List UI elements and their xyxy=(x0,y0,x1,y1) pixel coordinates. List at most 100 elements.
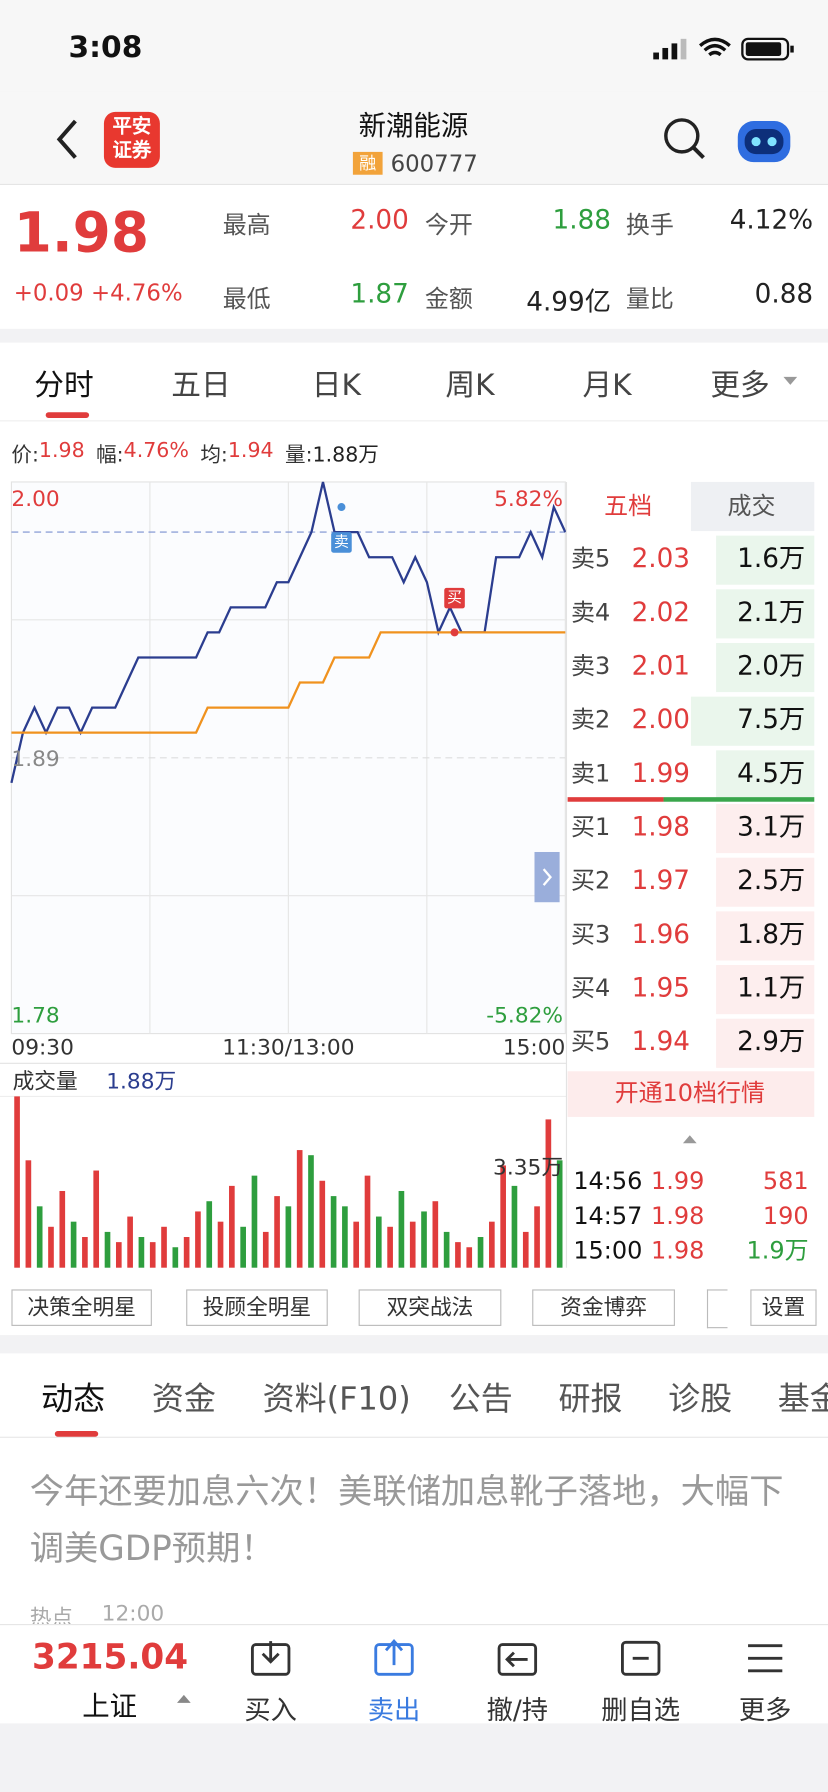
tool-button[interactable]: 决策全明星 xyxy=(11,1289,152,1326)
volume-bar xyxy=(500,1165,506,1268)
volume-bar xyxy=(149,1242,156,1268)
trade-price: 1.98 xyxy=(651,1237,704,1265)
quote-label: 金额 xyxy=(424,285,473,313)
bottom-bar xyxy=(0,1624,828,1724)
stock-code: 600777 xyxy=(390,149,478,178)
book-price: 2.01 xyxy=(632,651,690,681)
y-tick-label: 2.00 xyxy=(11,487,59,512)
action-label[interactable]: 卖出 xyxy=(367,1695,421,1726)
news-tab[interactable]: 资金 xyxy=(151,1379,216,1418)
volume-bar xyxy=(443,1231,450,1268)
trade-time: 14:56 xyxy=(573,1167,642,1195)
dropdown-arrow xyxy=(783,376,798,385)
volume-bar xyxy=(489,1221,495,1268)
y2-tick-label: -5.82% xyxy=(486,1003,563,1028)
tool-button[interactable]: 资金博弈 xyxy=(532,1289,675,1326)
volume-bar xyxy=(195,1211,201,1268)
info-label: 量: xyxy=(285,443,313,468)
volume-bar xyxy=(421,1211,427,1268)
chart-tab[interactable]: 周K xyxy=(445,368,495,404)
action-label[interactable]: 买入 xyxy=(244,1695,297,1726)
book-label: 买4 xyxy=(571,974,610,1002)
news-tab[interactable]: 资料(F10) xyxy=(262,1379,411,1418)
tool-button[interactable]: 投顾全明星 xyxy=(186,1289,328,1326)
volume-bar xyxy=(375,1216,382,1268)
index-name[interactable]: 上证 xyxy=(82,1690,138,1723)
book-volume: 4.5万 xyxy=(737,759,805,789)
tool-partial[interactable] xyxy=(706,1289,728,1329)
info-line: 价: 1.98 幅: 4.76% 均: 1.94 量: 1.88万 xyxy=(11,439,378,469)
chart-tab[interactable]: 月K xyxy=(582,368,632,404)
action-icon[interactable] xyxy=(496,1638,539,1679)
book-volume-bg xyxy=(716,804,815,854)
volume-bar xyxy=(353,1221,360,1268)
tool-button[interactable]: 设置 xyxy=(750,1289,817,1326)
book-label: 卖5 xyxy=(571,545,610,573)
volume-bar xyxy=(251,1175,258,1268)
info-label: 均: xyxy=(200,443,228,468)
book-volume: 2.0万 xyxy=(737,651,805,681)
info-value: 1.98 xyxy=(38,438,85,463)
book-volume: 7.5万 xyxy=(737,705,805,735)
chart-tabs xyxy=(0,342,828,422)
chart-tab[interactable]: 分时 xyxy=(34,368,94,404)
news-tab[interactable]: 动态 xyxy=(41,1379,106,1418)
status-icons xyxy=(653,37,794,61)
robot-button[interactable] xyxy=(734,114,793,167)
logo[interactable]: 平安证券 xyxy=(103,111,160,168)
volume-bar xyxy=(522,1231,529,1268)
book-price: 1.96 xyxy=(632,920,690,950)
action-icon[interactable] xyxy=(372,1638,415,1679)
action-icon[interactable] xyxy=(743,1638,786,1679)
quote-label: 最高 xyxy=(222,211,271,239)
info-label: 价: xyxy=(11,443,39,468)
annotation-dot xyxy=(337,503,346,512)
chart-tab[interactable]: 更多 xyxy=(710,368,770,404)
action-icon[interactable] xyxy=(619,1638,662,1679)
chart-tab[interactable]: 日K xyxy=(311,368,361,404)
quote-value: 1.87 xyxy=(350,279,409,310)
tool-button[interactable]: 双突战法 xyxy=(358,1289,502,1326)
action-icon[interactable] xyxy=(249,1638,292,1679)
last-price: 1.98 xyxy=(13,201,149,265)
news-tab[interactable]: 基金 xyxy=(777,1379,828,1418)
action-label[interactable]: 更多 xyxy=(738,1695,792,1726)
info-label: 幅: xyxy=(96,443,124,468)
x-tick-label: 09:30 xyxy=(11,1035,74,1060)
collapse-arrow xyxy=(682,1135,697,1144)
book-volume: 1.8万 xyxy=(737,920,805,950)
volume-bar xyxy=(172,1247,179,1268)
trade-time: 14:57 xyxy=(573,1202,642,1230)
annotation-box xyxy=(331,532,352,553)
volume-bar xyxy=(274,1196,280,1268)
volume-bar xyxy=(409,1221,416,1268)
back-button[interactable] xyxy=(46,114,92,164)
index-value[interactable]: 3215.04 xyxy=(31,1637,189,1678)
quote-value: 2.00 xyxy=(350,205,409,236)
quote-label: 最低 xyxy=(222,285,271,313)
volume-bar xyxy=(59,1190,66,1268)
margin-badge: 融 xyxy=(352,151,383,175)
info-value: 1.88万 xyxy=(312,443,379,468)
chart-tab[interactable]: 五日 xyxy=(171,368,231,404)
volume-title: 成交量 xyxy=(13,1070,78,1095)
action-label[interactable]: 删自选 xyxy=(601,1695,681,1726)
x-tick-label: 11:30/13:00 xyxy=(222,1035,354,1060)
search-button[interactable] xyxy=(660,114,710,164)
action-label[interactable]: 撤/持 xyxy=(486,1695,549,1726)
book-volume: 2.9万 xyxy=(737,1027,805,1057)
book-volume: 2.1万 xyxy=(737,598,805,628)
news-tab[interactable]: 研报 xyxy=(558,1379,623,1418)
book-price: 1.98 xyxy=(632,813,690,843)
trade-volume: 1.9万 xyxy=(746,1237,808,1265)
book-divider-buy xyxy=(663,797,815,802)
volume-bar xyxy=(466,1247,473,1268)
news-headline[interactable]: 今年还要加息六次！美联储加息靴子落地，大幅下调美GDP预期！ xyxy=(29,1472,784,1570)
book-label: 卖3 xyxy=(571,652,610,680)
volume-bar xyxy=(183,1237,190,1268)
trade-volume: 190 xyxy=(763,1202,809,1230)
book-volume-bg xyxy=(716,642,815,693)
news-tab[interactable]: 诊股 xyxy=(668,1379,733,1418)
news-tab[interactable]: 公告 xyxy=(448,1379,513,1418)
